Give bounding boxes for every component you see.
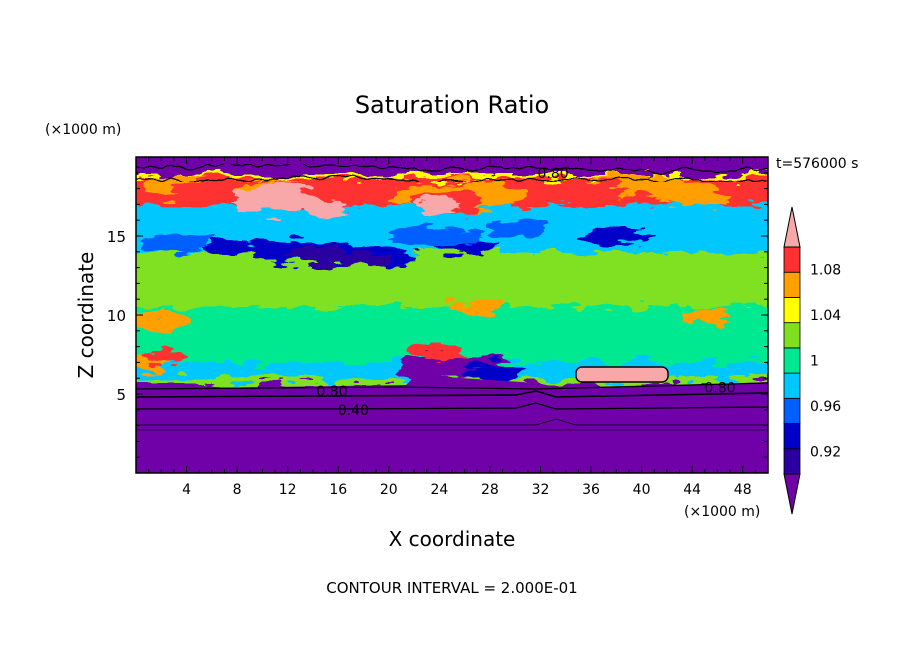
contour-label: 0.80 xyxy=(538,166,569,182)
x-tick-label: 8 xyxy=(233,482,242,498)
colorbar-tick-label: 0.96 xyxy=(810,399,841,415)
x-tick-label: 12 xyxy=(279,482,297,498)
supersaturated-patch xyxy=(575,366,669,383)
x-tick-label: 36 xyxy=(582,482,600,498)
x-unit-label: (×1000 m) xyxy=(684,504,760,520)
x-tick-label: 4 xyxy=(182,482,191,498)
colorbar-tick-label: 1.04 xyxy=(810,308,841,324)
x-tick-label: 20 xyxy=(380,482,398,498)
field-shading xyxy=(136,175,768,385)
colorbar-swatch xyxy=(783,322,801,349)
saturation-field xyxy=(136,157,768,473)
y-axis-label: Z coordinate xyxy=(74,252,98,379)
lower-dry-layer xyxy=(136,375,768,473)
colorbar-swatch xyxy=(783,297,801,324)
x-tick-label: 16 xyxy=(329,482,347,498)
x-tick-label: 28 xyxy=(481,482,499,498)
contour-label: 0.40 xyxy=(338,403,369,419)
x-tick-label: 48 xyxy=(734,482,752,498)
contour-label: 0.80 xyxy=(704,381,735,397)
contour-label: 0.80 xyxy=(316,384,347,400)
time-label: t=576000 s xyxy=(776,156,858,172)
upper-dry-layer xyxy=(136,157,768,169)
colorbar-tick-label: 1 xyxy=(810,354,819,370)
colorbar-swatch xyxy=(783,397,801,424)
colorbar-swatch xyxy=(783,423,801,450)
y-tick-label: 10 xyxy=(107,307,126,325)
y-unit-label: (×1000 m) xyxy=(45,122,121,138)
colorbar-swatch xyxy=(783,347,801,374)
x-tick-label: 32 xyxy=(532,482,550,498)
colorbar-high-arrow xyxy=(783,206,801,248)
y-tick-label: 15 xyxy=(107,228,126,246)
x-tick-label: 40 xyxy=(633,482,651,498)
colorbar-swatch xyxy=(783,271,801,298)
x-tick-label: 44 xyxy=(683,482,701,498)
colorbar-tick-label: 1.08 xyxy=(810,263,841,279)
colorbar-swatch xyxy=(783,246,801,273)
colorbar: 0.92 0.96 1 1.04 1.08 xyxy=(783,206,841,515)
contour-interval-footer: CONTOUR INTERVAL = 2.000E-01 xyxy=(326,579,577,597)
colorbar-low-arrow xyxy=(783,473,801,515)
x-axis-label: X coordinate xyxy=(389,527,516,551)
colorbar-swatch xyxy=(783,448,801,475)
chart-title: Saturation Ratio xyxy=(355,91,549,119)
y-tick-label: 5 xyxy=(116,386,126,404)
colorbar-tick-label: 0.92 xyxy=(810,444,841,460)
colorbar-swatch xyxy=(783,372,801,399)
x-tick-label: 24 xyxy=(430,482,448,498)
